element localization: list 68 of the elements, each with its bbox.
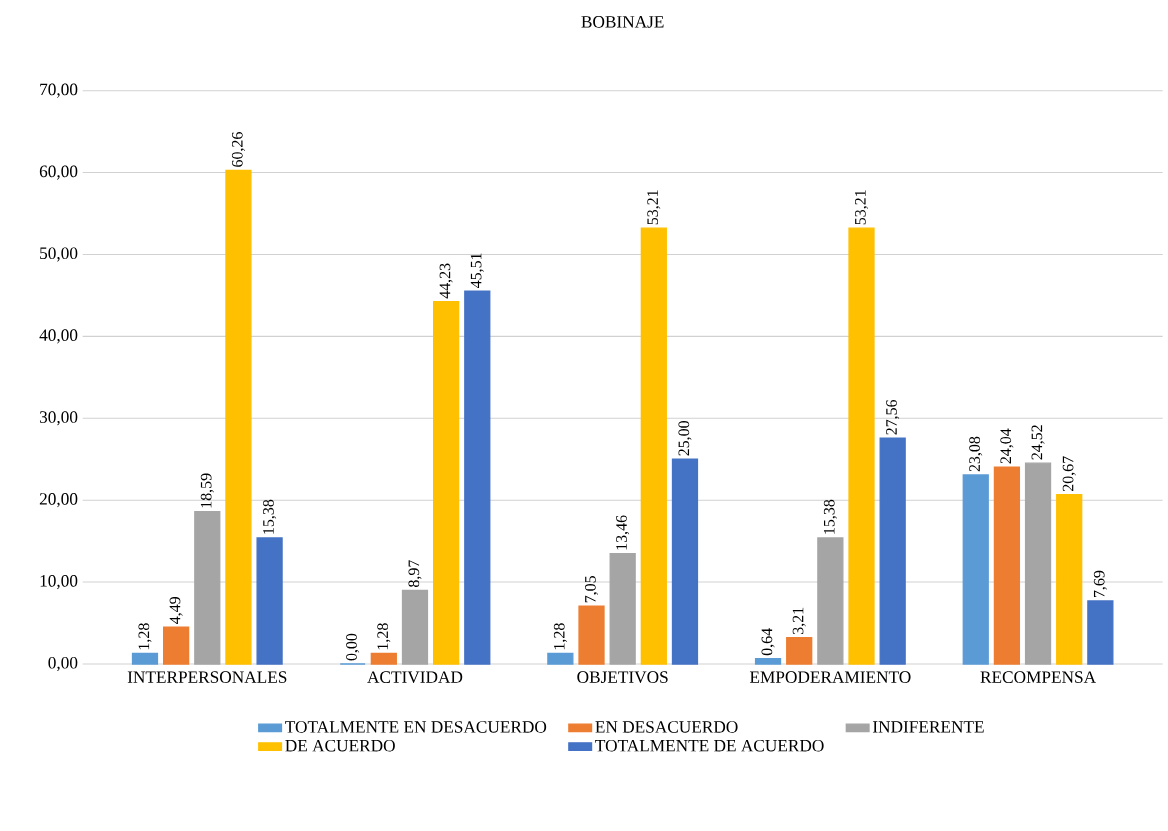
x-tick-label: ACTIVIDAD <box>367 671 463 684</box>
bar <box>1024 462 1052 665</box>
data-label: 1,28 <box>138 623 152 650</box>
bar <box>640 227 667 665</box>
y-tick-label: 60,00 <box>39 165 78 180</box>
data-label: 13,46 <box>616 515 630 550</box>
bar <box>225 169 252 665</box>
bar <box>1087 600 1114 665</box>
x-tick-label: RECOMPENSA <box>980 671 1096 684</box>
data-label: 15,38 <box>823 500 837 534</box>
bar <box>962 474 989 665</box>
data-label: 15,38 <box>263 500 277 534</box>
chart-title: BOBINAJE <box>581 16 664 28</box>
legend-label: INDIFERENTE <box>872 721 984 733</box>
bar <box>754 658 782 665</box>
bar <box>879 437 906 665</box>
data-label: 7,69 <box>1093 571 1107 598</box>
bar <box>671 458 699 665</box>
data-label: 8,97 <box>408 560 422 588</box>
data-label: 53,21 <box>647 190 661 225</box>
data-label: 24,04 <box>1000 428 1014 464</box>
bar <box>547 653 574 665</box>
bar <box>578 605 605 665</box>
data-label: 0,00 <box>346 633 360 661</box>
x-tick-label: INTERPERSONALES <box>127 671 287 684</box>
data-label: 45,51 <box>470 253 484 289</box>
legend-label: DE ACUERDO <box>285 740 395 752</box>
bar <box>163 626 190 665</box>
bar <box>370 653 397 665</box>
bar <box>848 227 875 665</box>
y-tick-label: 40,00 <box>39 329 78 344</box>
data-label: 3,21 <box>792 607 806 635</box>
y-tick-label: 0,00 <box>48 657 78 672</box>
data-label: 7,05 <box>584 576 599 603</box>
bar <box>401 590 429 665</box>
data-label: 27,56 <box>886 400 900 435</box>
data-label: 24,52 <box>1031 425 1045 460</box>
data-label: 1,28 <box>377 623 391 650</box>
bar <box>194 511 221 665</box>
y-tick-label: 70,00 <box>40 83 78 98</box>
bar <box>131 653 159 665</box>
data-label: 20,67 <box>1062 456 1076 492</box>
data-label: 18,59 <box>200 473 214 508</box>
bar <box>1056 494 1083 665</box>
data-label: 25,00 <box>678 421 692 456</box>
bar <box>256 537 283 665</box>
x-tick-label: EMPODERAMIENTO <box>749 671 911 684</box>
y-tick-label: 50,00 <box>40 247 78 262</box>
data-label: 53,21 <box>855 190 869 225</box>
data-label: 4,49 <box>169 597 183 625</box>
bar <box>993 466 1021 665</box>
data-label: 60,26 <box>231 132 245 167</box>
data-label: 23,08 <box>969 436 983 472</box>
legend-label: TOTALMENTE DE ACUERDO <box>595 740 824 752</box>
bar <box>786 637 813 665</box>
y-tick-label: 10,00 <box>40 575 78 590</box>
x-tick-label: OBJETIVOS <box>577 671 668 684</box>
bar <box>464 290 491 665</box>
bar <box>817 537 844 665</box>
y-tick-label: 20,00 <box>39 493 78 508</box>
bar <box>609 553 636 665</box>
y-tick-label: 30,00 <box>39 411 78 426</box>
data-label: 1,28 <box>553 623 567 650</box>
data-label: 0,64 <box>761 628 775 656</box>
legend-label: EN DESACUERDO <box>595 721 738 733</box>
legend-label: TOTALMENTE EN DESACUERDO <box>285 721 547 733</box>
bar <box>433 301 460 665</box>
data-label: 44,23 <box>439 263 453 299</box>
